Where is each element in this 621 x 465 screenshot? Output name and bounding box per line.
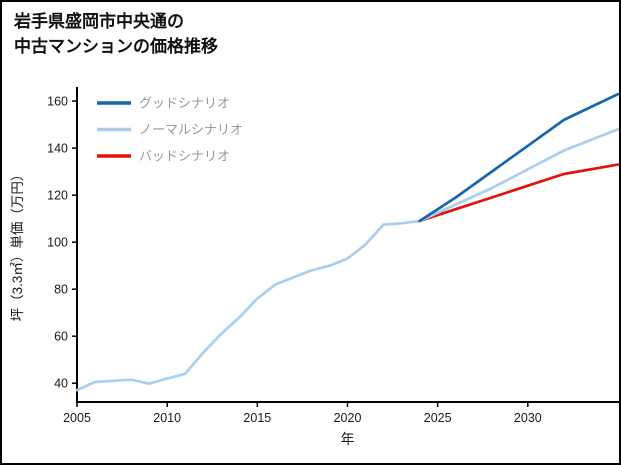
x-tick-label: 2015	[243, 411, 271, 425]
chart-title: 岩手県盛岡市中央通の 中古マンションの価格推移	[14, 10, 218, 59]
y-tick-label: 160	[47, 95, 68, 109]
series-line-グッドシナリオ	[418, 92, 619, 223]
y-tick-label: 80	[54, 283, 68, 297]
x-tick-label: 2010	[153, 411, 181, 425]
y-tick-label: 40	[54, 377, 68, 391]
legend-label-0: グッドシナリオ	[139, 96, 230, 111]
series-line-バッドシナリオ	[418, 163, 619, 223]
series-line-ノーマルシナリオ	[418, 127, 619, 223]
y-axis-label: 坪（3.3㎡）単価（万円）	[10, 168, 25, 322]
chart-title-line2: 中古マンションの価格推移	[14, 36, 218, 56]
x-tick-label: 2020	[334, 411, 362, 425]
x-tick-label: 2005	[63, 411, 91, 425]
y-tick-label: 60	[54, 330, 68, 344]
chart-title-line1: 岩手県盛岡市中央通の	[14, 12, 184, 31]
x-tick-label: 2030	[514, 411, 542, 425]
y-tick-label: 120	[47, 189, 68, 203]
x-axis-label: 年	[341, 431, 355, 447]
legend-label-2: バッドシナリオ	[139, 149, 230, 164]
series-line-実績	[75, 219, 421, 392]
y-tick-label: 140	[47, 142, 68, 156]
y-tick-label: 100	[47, 236, 68, 250]
x-tick-label: 2025	[424, 411, 452, 425]
legend-label-1: ノーマルシナリオ	[139, 122, 243, 137]
